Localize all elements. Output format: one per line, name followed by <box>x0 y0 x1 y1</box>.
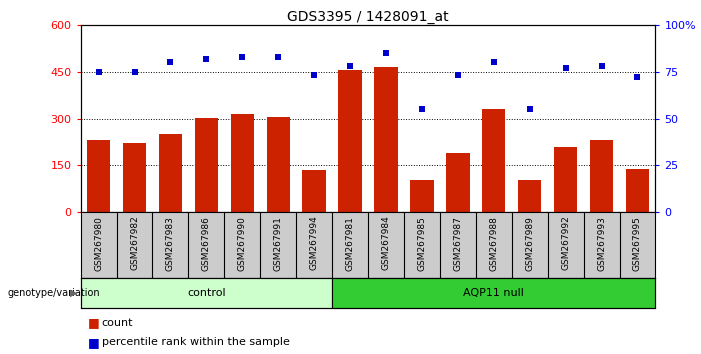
Point <box>488 59 499 65</box>
Text: ■: ■ <box>88 336 100 349</box>
Bar <box>374 67 397 212</box>
Text: GSM267987: GSM267987 <box>454 216 463 270</box>
Text: GSM267993: GSM267993 <box>597 216 606 270</box>
Point <box>308 73 320 78</box>
Bar <box>195 118 218 212</box>
Point <box>93 69 104 74</box>
Point <box>560 65 571 71</box>
Point <box>524 106 536 112</box>
Point <box>237 54 248 59</box>
Text: GSM267994: GSM267994 <box>310 216 319 270</box>
Point <box>129 69 140 74</box>
Point <box>632 74 643 80</box>
Text: count: count <box>102 318 133 328</box>
Text: GSM267990: GSM267990 <box>238 216 247 270</box>
Text: GSM267991: GSM267991 <box>273 216 283 270</box>
Text: ▶: ▶ <box>69 288 77 298</box>
Bar <box>590 141 613 212</box>
Text: GSM267981: GSM267981 <box>346 216 355 270</box>
Bar <box>266 117 290 212</box>
Bar <box>518 179 541 212</box>
Text: ■: ■ <box>88 316 100 329</box>
Text: GSM267982: GSM267982 <box>130 216 139 270</box>
Point <box>452 73 463 78</box>
Text: GSM267984: GSM267984 <box>381 216 390 270</box>
Bar <box>302 170 326 212</box>
Point <box>596 63 607 69</box>
Text: GSM267988: GSM267988 <box>489 216 498 270</box>
Text: GSM267989: GSM267989 <box>525 216 534 270</box>
Bar <box>410 179 434 212</box>
Text: GSM267983: GSM267983 <box>166 216 175 270</box>
Bar <box>626 169 649 212</box>
Point <box>273 54 284 59</box>
Text: genotype/variation: genotype/variation <box>7 288 100 298</box>
Bar <box>339 70 362 212</box>
Bar <box>554 147 578 212</box>
Text: GSM267980: GSM267980 <box>94 216 103 270</box>
Text: GSM267992: GSM267992 <box>561 216 570 270</box>
Bar <box>332 278 655 308</box>
Point <box>416 106 428 112</box>
Bar <box>81 278 332 308</box>
Bar <box>446 153 470 212</box>
Point <box>381 50 392 56</box>
Point <box>165 59 176 65</box>
Text: GSM267986: GSM267986 <box>202 216 211 270</box>
Bar <box>482 109 505 212</box>
Text: GSM267995: GSM267995 <box>633 216 642 270</box>
Text: AQP11 null: AQP11 null <box>463 288 524 298</box>
Bar <box>158 133 182 212</box>
Point <box>200 56 212 61</box>
Bar <box>123 143 147 212</box>
Point <box>344 63 355 69</box>
Bar <box>87 141 110 212</box>
Title: GDS3395 / 1428091_at: GDS3395 / 1428091_at <box>287 10 449 24</box>
Text: percentile rank within the sample: percentile rank within the sample <box>102 337 290 348</box>
Text: GSM267985: GSM267985 <box>417 216 426 270</box>
Bar <box>231 114 254 212</box>
Text: control: control <box>187 288 226 298</box>
